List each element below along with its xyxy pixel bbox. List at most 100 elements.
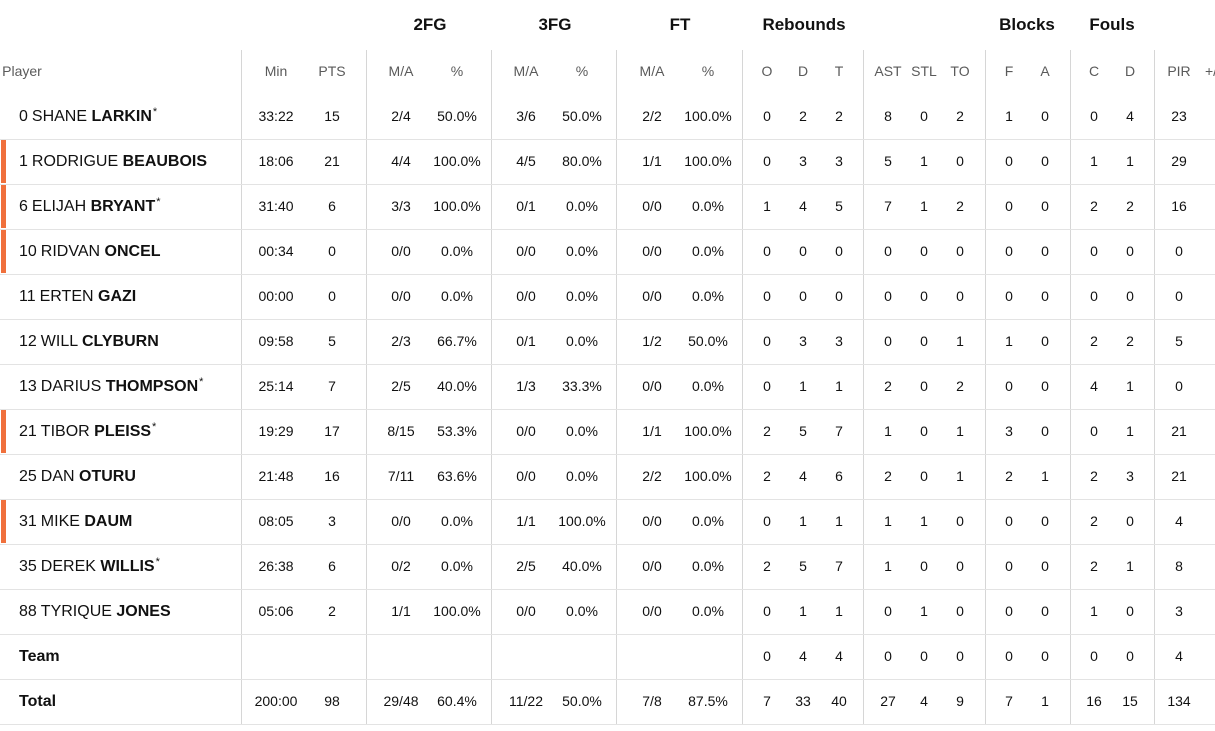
player-first-name: DAN (40, 468, 75, 485)
col-header-reb-o[interactable]: O (761, 63, 773, 79)
col-header-min[interactable]: Min (264, 63, 288, 79)
col-header-reb-t[interactable]: T (834, 63, 844, 79)
col-header-plus-minus[interactable]: +/ (1204, 63, 1215, 79)
cell-pir: 16 (1171, 198, 1187, 214)
cell-turnovers: 1 (956, 333, 964, 349)
cell-turnovers: 1 (956, 423, 964, 439)
cell-fouls-drawn: 0 (1126, 513, 1134, 529)
cell-total-rebounds: 6 (835, 468, 843, 484)
player-name[interactable]: 12 WILL CLYBURN (19, 319, 160, 364)
col-header-pts[interactable]: PTS (318, 63, 346, 79)
cell-blocks-against: 0 (1041, 108, 1049, 124)
cell-2fg-pct: 63.6% (437, 468, 477, 484)
col-header-to[interactable]: TO (950, 63, 970, 79)
player-first-name: SHANE (31, 108, 88, 125)
col-header-2fg-pct[interactable]: % (450, 63, 464, 79)
cell-2fg-pct: 0.0% (441, 288, 473, 304)
column-divider (1070, 50, 1071, 725)
cell-3fg-made-attempted: 2/5 (516, 558, 536, 574)
table-row[interactable]: 1 RODRIGUE BEAUBOIS 18:06 21 4/4 100.0% 4/5 80.… (0, 139, 1215, 185)
col-header-ft-pct[interactable]: % (701, 63, 715, 79)
player-name[interactable]: 31 MIKE DAUM (19, 499, 133, 544)
player-name[interactable]: 88 TYRIQUE JONES (19, 589, 172, 634)
player-last-name: ONCEL (104, 243, 161, 260)
cell-3fg-pct: 0.0% (566, 243, 598, 259)
col-header-ast[interactable]: AST (874, 63, 902, 79)
player-name[interactable]: 6 ELIJAH BRYANT* (19, 184, 161, 229)
cell-assists: 2 (884, 378, 892, 394)
cell-2fg-pct: 0.0% (441, 558, 473, 574)
col-header-player[interactable]: Player (2, 63, 42, 79)
table-row[interactable]: 12 WILL CLYBURN 09:58 5 2/3 66.7% 0/1 0.0% 1/2 50… (0, 319, 1215, 365)
col-header-fouls-d[interactable]: D (1124, 63, 1136, 79)
table-row[interactable]: 21 TIBOR PLEISS* 19:29 17 8/15 53.3% 0/0 0.0% 1/… (0, 409, 1215, 455)
cell-pir: 29 (1171, 153, 1187, 169)
cell-3fg-made-attempted: 0/1 (516, 333, 536, 349)
cell-steals: 0 (920, 423, 928, 439)
cell-ft-made-attempted: 1/1 (642, 423, 662, 439)
player-name[interactable]: 10 RIDVAN ONCEL (19, 229, 162, 274)
cell-pir: 5 (1175, 333, 1183, 349)
col-header-3fg-ma[interactable]: M/A (513, 63, 539, 79)
cell-2fg-made-attempted: 2/3 (391, 333, 411, 349)
cell-total-rebounds: 0 (835, 243, 843, 259)
cell-ft-pct: 0.0% (692, 558, 724, 574)
col-header-reb-d[interactable]: D (797, 63, 809, 79)
starter-marker: * (199, 376, 204, 388)
table-row[interactable]: 6 ELIJAH BRYANT* 31:40 6 3/3 100.0% 0/1 0.0% 0/0… (0, 184, 1215, 230)
player-last-name: GAZI (98, 288, 137, 305)
cell-ft-pct: 0.0% (692, 603, 724, 619)
table-row[interactable]: 88 TYRIQUE JONES 05:06 2 1/1 100.0% 0/0 0.0% 0/0… (0, 589, 1215, 635)
player-name[interactable]: 21 TIBOR PLEISS* (19, 409, 156, 454)
cell-fouls-drawn: 1 (1126, 558, 1134, 574)
col-header-3fg-pct[interactable]: % (575, 63, 589, 79)
cell-ft-made-attempted: 1/2 (642, 333, 662, 349)
cell-steals: 0 (920, 558, 928, 574)
cell-2fg-pct: 0.0% (441, 243, 473, 259)
table-row[interactable]: 35 DEREK WILLIS* 26:38 6 0/2 0.0% 2/5 40.0% 0/0 0… (0, 544, 1215, 590)
table-row[interactable]: 10 RIDVAN ONCEL 00:34 0 0/0 0.0% 0/0 0.0% 0/0 0.0… (0, 229, 1215, 275)
table-row[interactable]: 0 SHANE LARKIN* 33:22 15 2/4 50.0% 3/6 50.0% 2/2… (0, 94, 1215, 140)
player-name[interactable]: 35 DEREK WILLIS* (19, 544, 160, 589)
table-row[interactable]: 11 ERTEN GAZI 00:00 0 0/0 0.0% 0/0 0.0% 0/0 0.0% 0… (0, 274, 1215, 320)
cell-3fg-pct: 50.0% (562, 693, 602, 709)
col-header-fouls-c[interactable]: C (1088, 63, 1100, 79)
col-header-pir[interactable]: PIR (1167, 63, 1191, 79)
starter-marker: * (155, 556, 160, 568)
cell-def-rebounds: 4 (799, 648, 807, 664)
col-header-blk-a[interactable]: A (1040, 63, 1050, 79)
cell-blocks-against: 1 (1041, 693, 1049, 709)
cell-ft-pct: 0.0% (692, 513, 724, 529)
cell-minutes: 18:06 (258, 153, 294, 169)
cell-steals: 0 (920, 468, 928, 484)
cell-ft-made-attempted: 1/1 (642, 153, 662, 169)
player-first-name: DEREK (40, 558, 96, 575)
cell-assists: 2 (884, 468, 892, 484)
cell-blocks-for: 3 (1005, 423, 1013, 439)
player-name[interactable]: 25 DAN OTURU (19, 454, 137, 499)
cell-2fg-made-attempted: 0/0 (391, 288, 411, 304)
cell-points: 3 (328, 513, 336, 529)
player-name[interactable]: 1 RODRIGUE BEAUBOIS (19, 139, 208, 184)
col-header-blk-f[interactable]: F (1004, 63, 1014, 79)
player-last-name: DAUM (84, 513, 133, 530)
col-header-stl[interactable]: STL (911, 63, 937, 79)
player-name[interactable]: 0 SHANE LARKIN* (19, 94, 157, 139)
cell-off-rebounds: 0 (763, 378, 771, 394)
player-name[interactable]: 13 DARIUS THOMPSON* (19, 364, 203, 409)
cell-fouls-committed: 0 (1090, 423, 1098, 439)
col-header-ft-ma[interactable]: M/A (639, 63, 665, 79)
cell-2fg-pct: 50.0% (437, 108, 477, 124)
cell-total-rebounds: 1 (835, 513, 843, 529)
player-number: 25 (19, 468, 37, 485)
group-fouls-header: Fouls (1089, 15, 1135, 34)
table-row[interactable]: 31 MIKE DAUM 08:05 3 0/0 0.0% 1/1 100.0% 0/0 0.0%… (0, 499, 1215, 545)
player-name[interactable]: 11 ERTEN GAZI (19, 274, 137, 319)
cell-3fg-made-attempted: 0/0 (516, 468, 536, 484)
table-row[interactable]: 25 DAN OTURU 21:48 16 7/11 63.6% 0/0 0.0% 2/2 100… (0, 454, 1215, 500)
cell-def-rebounds: 33 (795, 693, 811, 709)
cell-fouls-committed: 4 (1090, 378, 1098, 394)
table-row[interactable]: 13 DARIUS THOMPSON* 25:14 7 2/5 40.0% 1/3 33.3%… (0, 364, 1215, 410)
col-header-2fg-ma[interactable]: M/A (388, 63, 414, 79)
cell-fouls-drawn: 1 (1126, 423, 1134, 439)
